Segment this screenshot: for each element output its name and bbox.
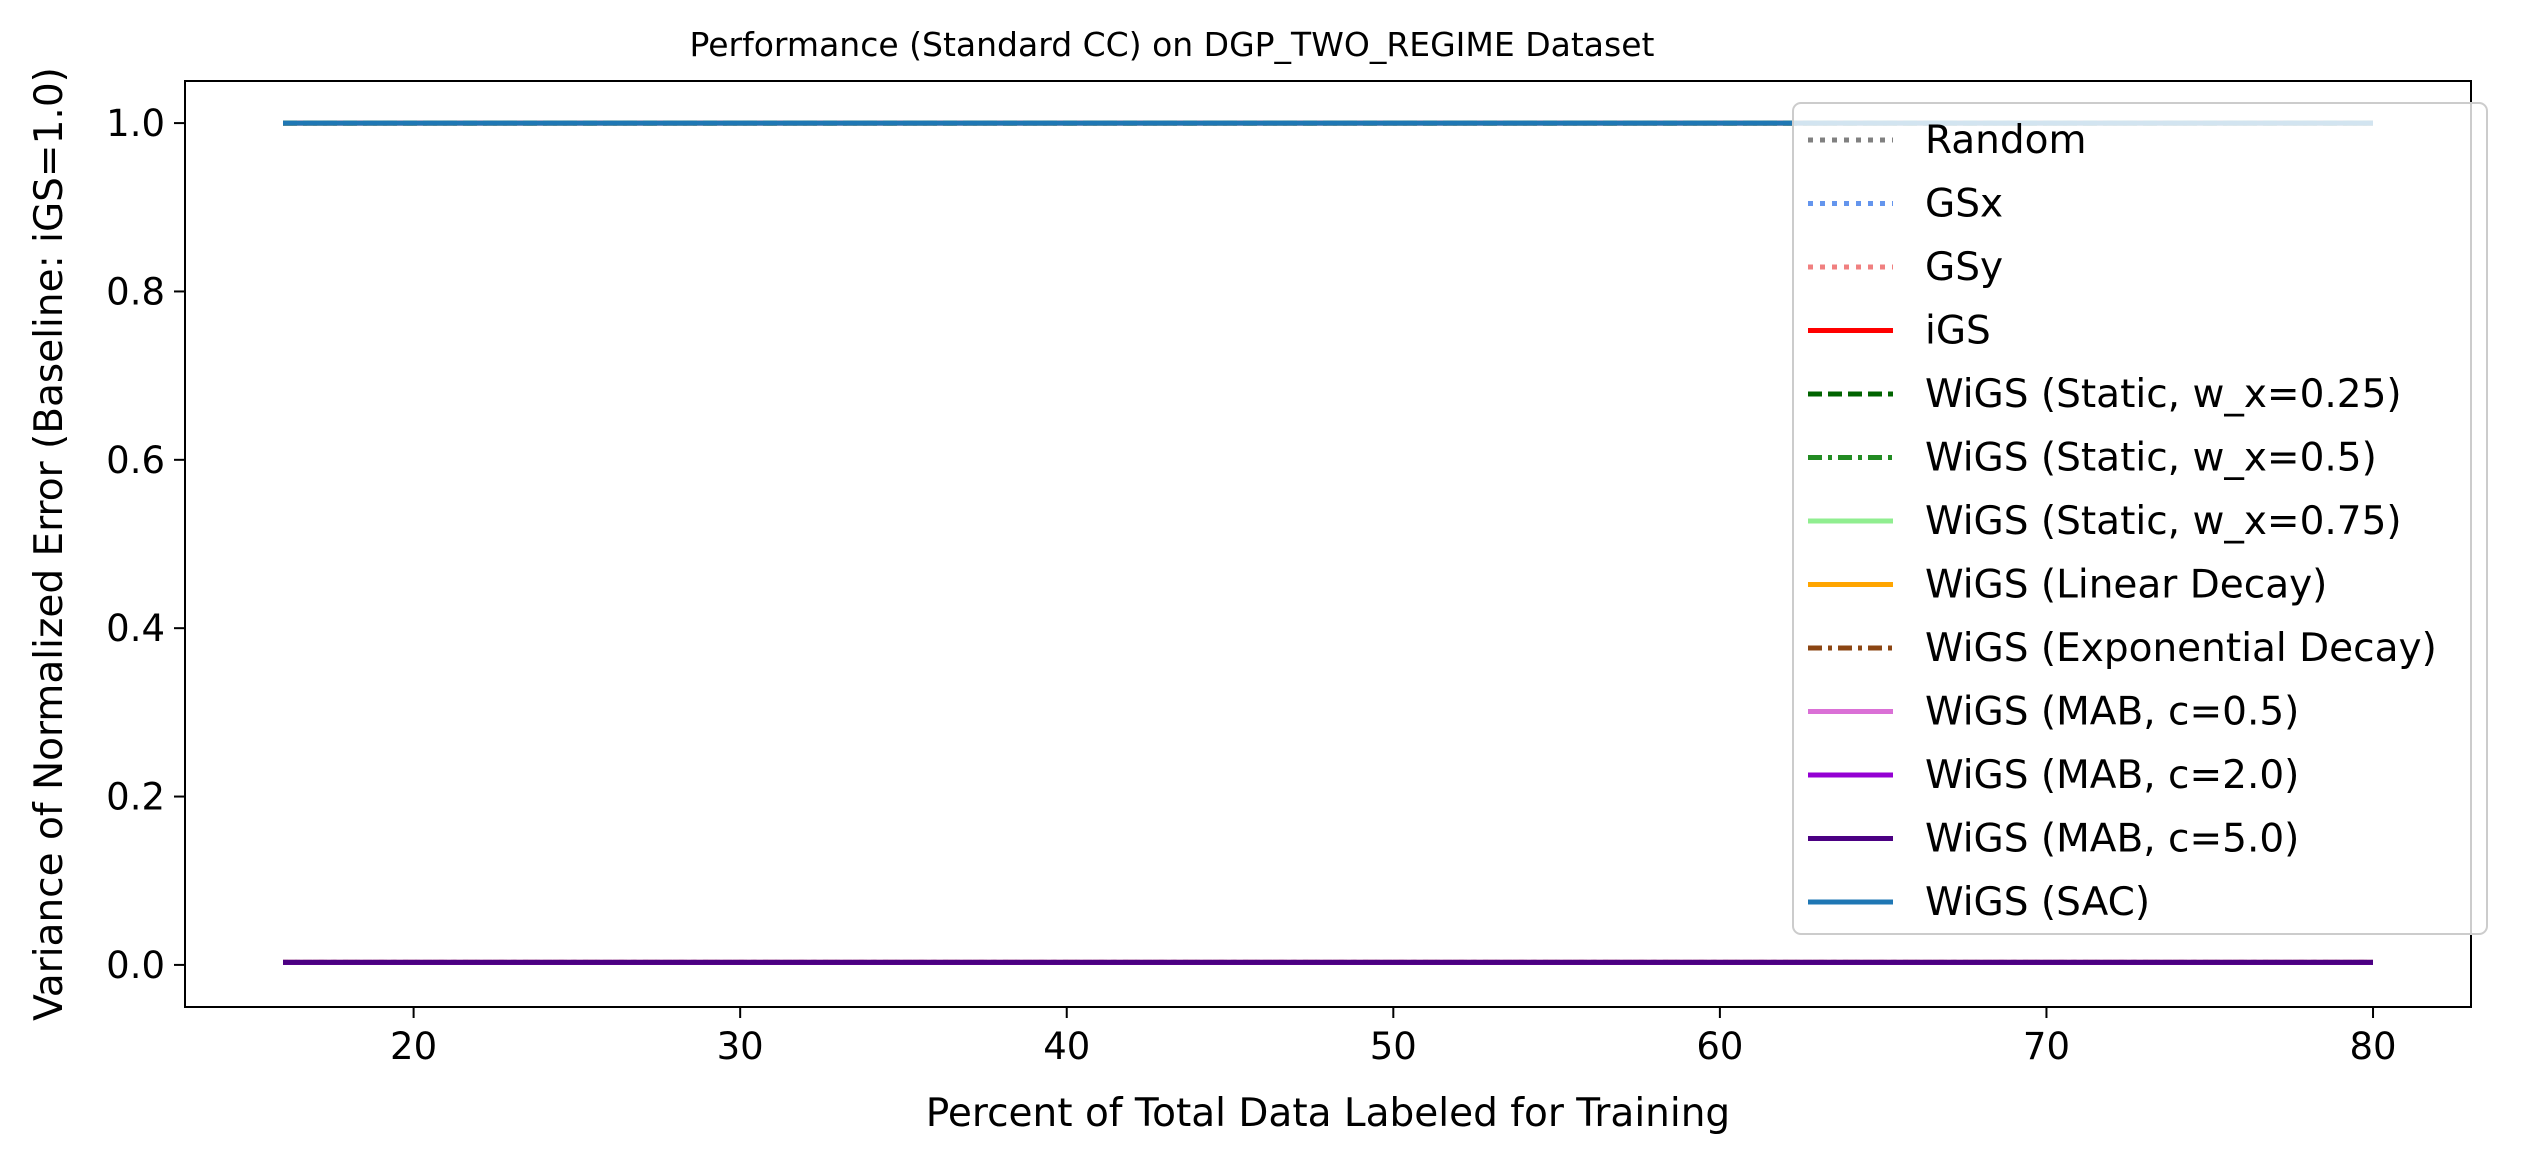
- legend-items: Random GSx GSy iGS WiGS (Static, w_x=0.25) Wi…: [1808, 118, 2437, 925]
- y-axis-label: Variance of Normalized Error (Baseline: …: [27, 67, 72, 1021]
- legend-label: WiGS (Static, w_x=0.75): [1925, 499, 2402, 544]
- legend-label: WiGS (Exponential Decay): [1925, 626, 2437, 671]
- legend-item-wigs-exponential-decay: WiGS (Exponential Decay): [1808, 626, 2437, 671]
- y-tick-label: 0.8: [106, 270, 165, 313]
- legend: Random GSx GSy iGS WiGS (Static, w_x=0.25) Wi…: [1792, 102, 2488, 935]
- legend-label: WiGS (Static, w_x=0.5): [1925, 436, 2377, 481]
- x-axis-label: Percent of Total Data Labeled for Traini…: [926, 1091, 1730, 1136]
- x-tick-label: 30: [717, 1025, 764, 1068]
- legend-label: WiGS (MAB, c=2.0): [1925, 753, 2299, 798]
- y-tick-label: 0.0: [106, 944, 165, 987]
- legend-item-gsx: GSx: [1808, 182, 2003, 227]
- legend-item-wigs-sac: WiGS (SAC): [1808, 880, 2150, 925]
- chart-title: Performance (Standard CC) on DGP_TWO_REG…: [690, 25, 1655, 64]
- legend-label: Random: [1925, 118, 2086, 163]
- x-tick-label: 70: [2023, 1025, 2070, 1068]
- x-tick-label: 40: [1043, 1025, 1090, 1068]
- y-tick-label: 0.2: [106, 776, 165, 819]
- legend-item-wigs-mab-c-0-5: WiGS (MAB, c=0.5): [1808, 690, 2299, 735]
- x-tick-label: 50: [1370, 1025, 1417, 1068]
- legend-item-wigs-static-w-x-0-25: WiGS (Static, w_x=0.25): [1808, 372, 2402, 417]
- legend-label: GSy: [1925, 245, 2003, 290]
- legend-label: WiGS (MAB, c=0.5): [1925, 690, 2299, 735]
- legend-label: iGS: [1925, 309, 1991, 354]
- legend-item-igs: iGS: [1808, 309, 1991, 354]
- legend-item-wigs-static-w-x-0-75: WiGS (Static, w_x=0.75): [1808, 499, 2402, 544]
- y-tick-label: 1.0: [106, 102, 165, 145]
- y-axis: 0.0 0.2 0.4 0.6 0.8 1.0: [106, 102, 185, 987]
- series-layer: [283, 120, 2373, 965]
- legend-item-wigs-mab-c-2-0: WiGS (MAB, c=2.0): [1808, 753, 2299, 798]
- legend-item-gsy: GSy: [1808, 245, 2003, 290]
- legend-label: WiGS (SAC): [1925, 880, 2150, 925]
- y-tick-label: 0.4: [106, 607, 165, 650]
- legend-label: GSx: [1925, 182, 2003, 227]
- legend-label: WiGS (Static, w_x=0.25): [1925, 372, 2402, 417]
- legend-label: WiGS (Linear Decay): [1925, 563, 2327, 608]
- x-tick-label: 20: [390, 1025, 437, 1068]
- legend-label: WiGS (MAB, c=5.0): [1925, 817, 2299, 862]
- x-tick-label: 80: [2349, 1025, 2396, 1068]
- legend-item-random: Random: [1808, 118, 2086, 163]
- y-tick-label: 0.6: [106, 439, 165, 482]
- x-tick-label: 60: [1696, 1025, 1743, 1068]
- x-axis: 20 30 40 50 60 70 80: [390, 1007, 2397, 1068]
- legend-item-wigs-static-w-x-0-5: WiGS (Static, w_x=0.5): [1808, 436, 2377, 481]
- legend-box: [1792, 102, 2488, 935]
- legend-item-wigs-linear-decay: WiGS (Linear Decay): [1808, 563, 2327, 608]
- legend-item-wigs-mab-c-5-0: WiGS (MAB, c=5.0): [1808, 817, 2299, 862]
